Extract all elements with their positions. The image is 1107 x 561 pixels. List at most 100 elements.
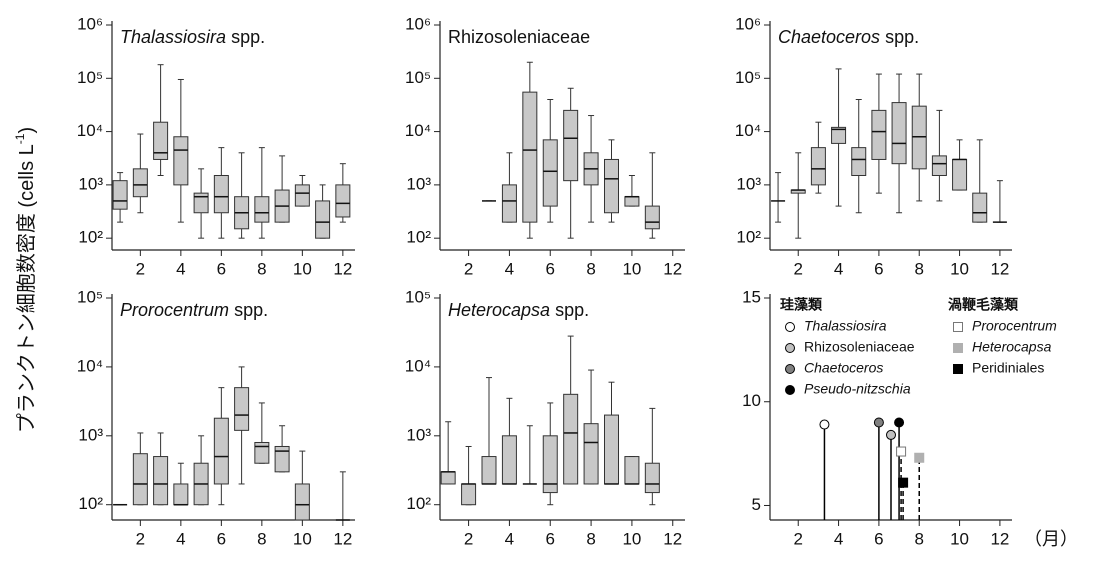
legend-marker [785, 343, 795, 353]
legend-label: Thalassiosira [804, 318, 887, 334]
marker [896, 446, 907, 457]
legend-group-title: 珪藻類 [780, 297, 823, 313]
box [213, 417, 229, 485]
marker [819, 419, 830, 430]
x-tick-label: 2 [464, 529, 473, 548]
y-tick-label: 10³ [78, 174, 103, 193]
x-tick-label: 6 [546, 259, 555, 278]
box [315, 200, 331, 239]
x-tick-label: 10 [622, 529, 641, 548]
x-tick-label: 4 [505, 259, 514, 278]
y-tick-label: 10² [406, 228, 431, 247]
title-italic: Chaetoceros [778, 27, 880, 47]
legend-label: Chaetoceros [804, 360, 883, 376]
x-tick-label: 10 [293, 529, 312, 548]
box [831, 126, 847, 144]
y-tick-label: 10² [406, 494, 431, 513]
box [481, 456, 497, 485]
x-tick-label: 6 [874, 529, 883, 548]
box [173, 483, 189, 506]
box [604, 414, 619, 485]
title-rest: spp. [234, 300, 268, 320]
x-tick-label: 12 [333, 259, 352, 278]
y-tick-label: 10⁴ [405, 356, 431, 375]
legend-group-title: 渦鞭毛藻類 [948, 297, 1019, 313]
box [522, 91, 538, 223]
x-tick-label: 12 [990, 259, 1009, 278]
x-tick-label: 6 [546, 529, 555, 548]
box [112, 180, 128, 210]
x-tick-label: 12 [990, 529, 1009, 548]
y-tick-label: 10³ [406, 425, 431, 444]
y-tick-label: 10² [78, 228, 103, 247]
legend-marker [953, 364, 963, 374]
y-tick-label: 10⁴ [405, 121, 431, 140]
y-tick-label: 10⁴ [77, 356, 103, 375]
y-tick-label: 5 [752, 495, 761, 514]
title-rest: spp. [885, 27, 919, 47]
box [952, 158, 968, 191]
panel-title: Rhizosoleniaceae [448, 27, 590, 47]
title-rest: spp. [231, 27, 265, 47]
y-tick-label: 10⁴ [77, 121, 103, 140]
title-rest: Rhizosoleniaceae [448, 27, 590, 47]
x-tick-label: 2 [464, 259, 473, 278]
box [234, 387, 250, 431]
box [542, 139, 558, 207]
x-tick-label: 12 [333, 529, 352, 548]
legend-label: Peridiniales [972, 360, 1044, 376]
box [132, 168, 148, 198]
box [891, 102, 907, 165]
y-tick-label: 15 [742, 287, 761, 306]
legend-label: Heterocapsa [972, 339, 1052, 355]
y-tick-label: 10⁶ [405, 14, 431, 33]
y-tick-label: 10⁴ [735, 121, 761, 140]
x-tick-label: 8 [257, 259, 266, 278]
y-tick-label: 10³ [736, 174, 761, 193]
box [644, 462, 660, 494]
legend-marker [785, 385, 795, 395]
y-label-sup: -1 [13, 133, 27, 144]
box [501, 184, 517, 223]
box [931, 155, 947, 176]
box [563, 109, 579, 182]
x-tick-label: 4 [834, 259, 843, 278]
marker [886, 429, 896, 440]
box [335, 184, 351, 218]
y-tick-label: 10³ [78, 425, 103, 444]
title-rest: spp. [555, 300, 589, 320]
box [624, 456, 640, 485]
box [583, 423, 599, 485]
legend-label: Rhizosoleniaceae [804, 339, 915, 355]
y-label-close: ) [16, 127, 38, 134]
x-tick-label: 2 [793, 529, 802, 548]
marker [894, 417, 905, 428]
box [604, 158, 619, 214]
x-tick-label: 2 [136, 529, 145, 548]
x-tick-label: 4 [176, 529, 185, 548]
x-tick-label: 6 [217, 529, 226, 548]
y-tick-label: 10⁵ [405, 287, 431, 306]
y-tick-label: 10² [78, 494, 103, 513]
box [294, 483, 310, 521]
box [851, 147, 867, 176]
x-tick-label: 8 [914, 259, 923, 278]
panel-title: Prorocentrum spp. [120, 300, 268, 320]
x-tick-label: 12 [663, 259, 682, 278]
box [871, 109, 887, 160]
marker [873, 417, 884, 428]
x-tick-label: 10 [950, 529, 969, 548]
panel-title: Thalassiosira spp. [120, 27, 265, 47]
legend-marker [785, 364, 795, 374]
box [501, 435, 517, 485]
legend-marker [785, 322, 795, 332]
y-tick-label: 10⁵ [405, 68, 431, 87]
panel-title: Heterocapsa spp. [448, 300, 589, 320]
x-tick-label: 4 [176, 259, 185, 278]
box [440, 471, 456, 485]
legend-label: Prorocentrum [972, 318, 1057, 334]
x-tick-label: 6 [874, 259, 883, 278]
marker [898, 477, 909, 488]
x-tick-label: 2 [136, 259, 145, 278]
